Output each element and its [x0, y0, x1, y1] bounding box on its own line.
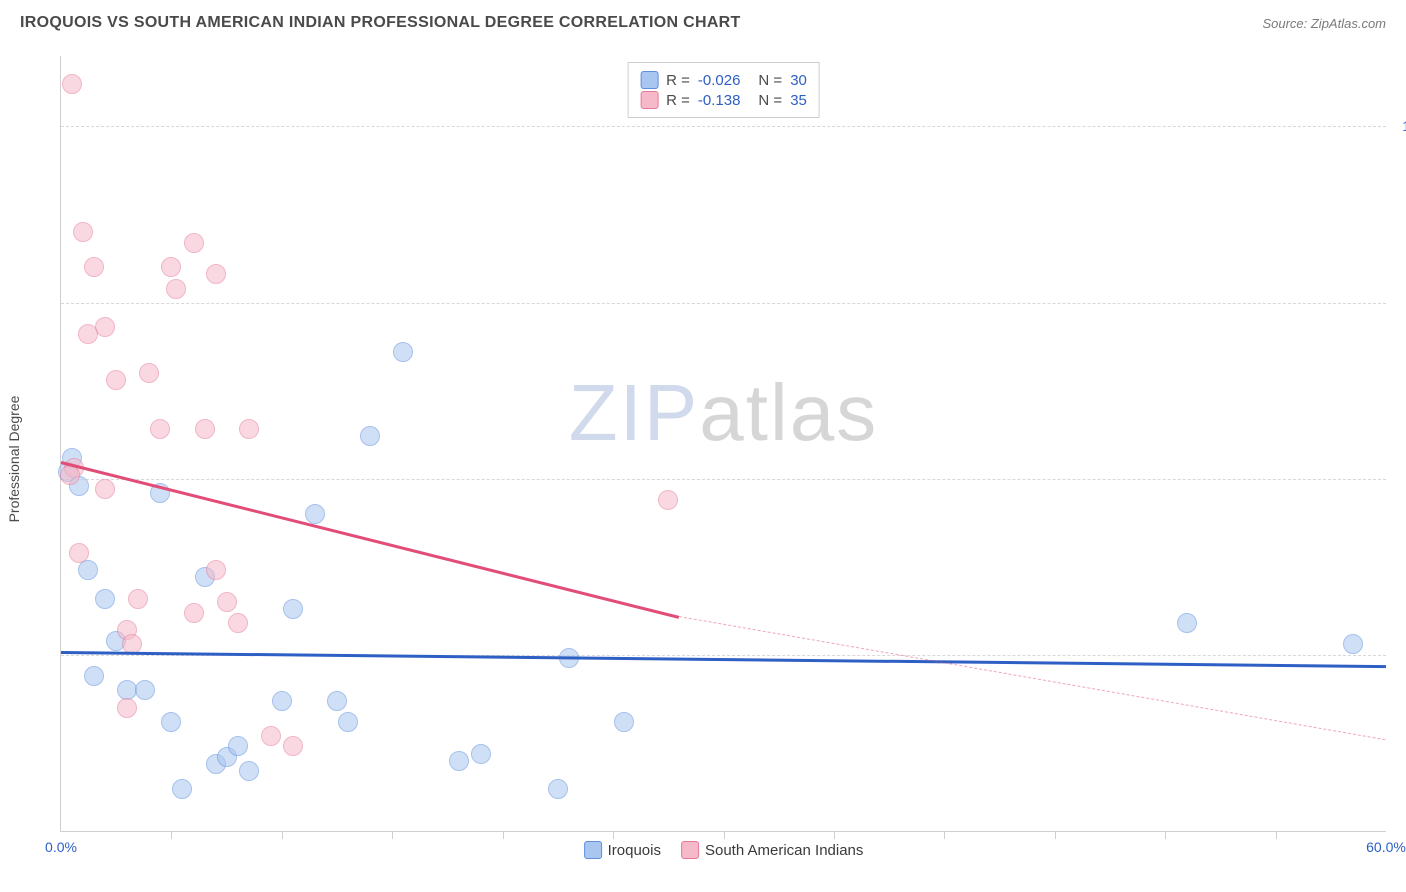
data-point: [548, 779, 568, 799]
data-point: [69, 543, 89, 563]
data-point: [73, 222, 93, 242]
data-point: [95, 589, 115, 609]
data-point: [84, 257, 104, 277]
data-point: [206, 560, 226, 580]
x-tick: [392, 831, 393, 839]
plot-region: ZIPatlas R = -0.026 N = 30 R = -0.138 N …: [60, 56, 1386, 832]
legend-label-iroquois: Iroquois: [608, 842, 661, 859]
n-value-sai: 35: [790, 92, 807, 109]
data-point: [135, 680, 155, 700]
data-point: [172, 779, 192, 799]
data-point: [95, 317, 115, 337]
data-point: [1177, 613, 1197, 633]
data-point: [658, 490, 678, 510]
data-point: [78, 324, 98, 344]
data-point: [195, 419, 215, 439]
data-point: [78, 560, 98, 580]
gridline: [61, 303, 1386, 304]
y-tick-label: 2.5%: [1392, 647, 1406, 663]
data-point: [161, 257, 181, 277]
y-tick-label: 5.0%: [1392, 471, 1406, 487]
data-point: [84, 666, 104, 686]
series-legend: Iroquois South American Indians: [584, 841, 864, 859]
x-tick: [503, 831, 504, 839]
y-tick-label: 10.0%: [1392, 118, 1406, 134]
data-point: [393, 342, 413, 362]
legend-swatch-iroquois: [584, 841, 602, 859]
data-point: [117, 698, 137, 718]
data-point: [449, 751, 469, 771]
trend-line-dashed: [679, 616, 1386, 740]
stats-row-sai: R = -0.138 N = 35: [640, 91, 807, 109]
data-point: [217, 592, 237, 612]
watermark-atlas: atlas: [699, 368, 878, 457]
data-point: [139, 363, 159, 383]
data-point: [239, 761, 259, 781]
swatch-iroquois: [640, 71, 658, 89]
data-point: [1343, 634, 1363, 654]
data-point: [184, 233, 204, 253]
legend-label-sai: South American Indians: [705, 842, 863, 859]
x-tick: [724, 831, 725, 839]
r-value-sai: -0.138: [698, 92, 741, 109]
data-point: [206, 264, 226, 284]
header: IROQUOIS VS SOUTH AMERICAN INDIAN PROFES…: [20, 14, 1386, 32]
x-tick-label: 0.0%: [45, 839, 77, 855]
watermark-zip: ZIP: [569, 368, 699, 457]
data-point: [261, 726, 281, 746]
chart-area: Professional Degree ZIPatlas R = -0.026 …: [20, 46, 1386, 872]
y-tick-label: 7.5%: [1392, 295, 1406, 311]
gridline: [61, 126, 1386, 127]
legend-item-sai: South American Indians: [681, 841, 863, 859]
legend-item-iroquois: Iroquois: [584, 841, 661, 859]
data-point: [272, 691, 292, 711]
data-point: [327, 691, 347, 711]
data-point: [283, 599, 303, 619]
data-point: [60, 465, 80, 485]
source-label: Source: ZipAtlas.com: [1262, 16, 1386, 31]
r-value-iroquois: -0.026: [698, 72, 741, 89]
data-point: [305, 504, 325, 524]
data-point: [166, 279, 186, 299]
data-point: [283, 736, 303, 756]
data-point: [239, 419, 259, 439]
data-point: [161, 712, 181, 732]
trend-line: [61, 461, 680, 618]
n-value-iroquois: 30: [790, 72, 807, 89]
x-tick: [1165, 831, 1166, 839]
data-point: [62, 74, 82, 94]
x-tick: [613, 831, 614, 839]
watermark: ZIPatlas: [569, 367, 878, 459]
legend-swatch-sai: [681, 841, 699, 859]
data-point: [228, 613, 248, 633]
y-axis-label: Professional Degree: [6, 396, 22, 523]
data-point: [128, 589, 148, 609]
gridline: [61, 479, 1386, 480]
x-tick: [944, 831, 945, 839]
data-point: [150, 419, 170, 439]
data-point: [106, 370, 126, 390]
chart-title: IROQUOIS VS SOUTH AMERICAN INDIAN PROFES…: [20, 14, 741, 32]
data-point: [360, 426, 380, 446]
swatch-sai: [640, 91, 658, 109]
data-point: [471, 744, 491, 764]
x-tick: [834, 831, 835, 839]
x-tick: [171, 831, 172, 839]
data-point: [95, 479, 115, 499]
data-point: [228, 736, 248, 756]
x-tick: [1276, 831, 1277, 839]
trend-line: [61, 651, 1386, 668]
stats-row-iroquois: R = -0.026 N = 30: [640, 71, 807, 89]
data-point: [184, 603, 204, 623]
x-tick: [282, 831, 283, 839]
data-point: [614, 712, 634, 732]
x-tick: [1055, 831, 1056, 839]
stats-legend: R = -0.026 N = 30 R = -0.138 N = 35: [627, 62, 820, 118]
x-tick-label: 60.0%: [1366, 839, 1406, 855]
data-point: [338, 712, 358, 732]
